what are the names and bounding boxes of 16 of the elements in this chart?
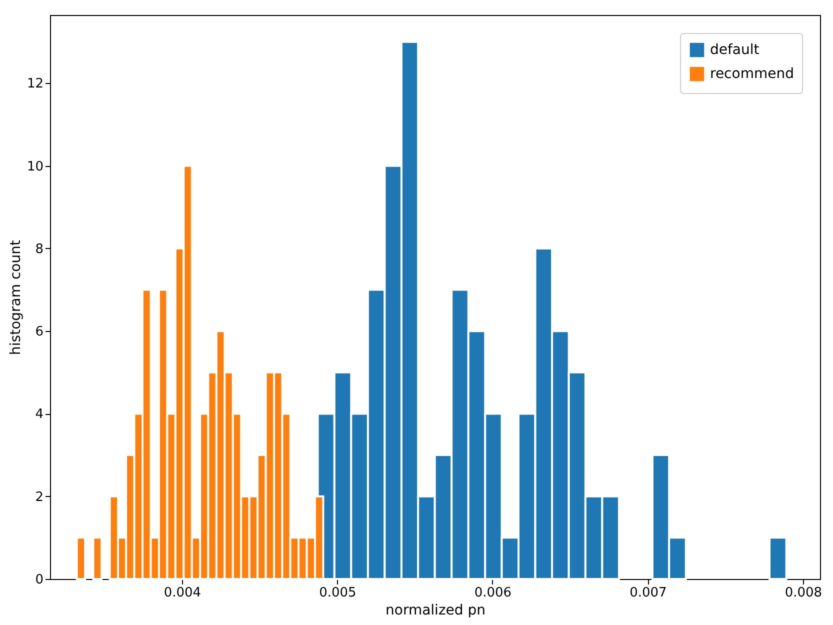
y-tick-label: 10 [26,159,44,174]
x-tick-label: 0.004 [164,586,202,600]
x-tick-label: 0.008 [784,586,822,600]
y-tick-label: 12 [26,76,44,92]
x-axis-title: normalized pn [385,602,486,618]
y-tick-label: 2 [35,490,44,505]
y-tick-label: 6 [35,324,44,340]
y-tick-label: 8 [35,242,44,257]
x-tick-label: 0.006 [474,586,512,600]
legend-label: default [710,42,760,58]
x-tick-label: 0.007 [630,586,667,600]
y-tick-label: 4 [35,407,44,422]
x-tick-label: 0.005 [319,586,356,600]
legend-label: recommend [710,66,794,82]
y-tick-label: 0 [35,572,44,588]
y-axis-title: histogram count [8,240,24,355]
